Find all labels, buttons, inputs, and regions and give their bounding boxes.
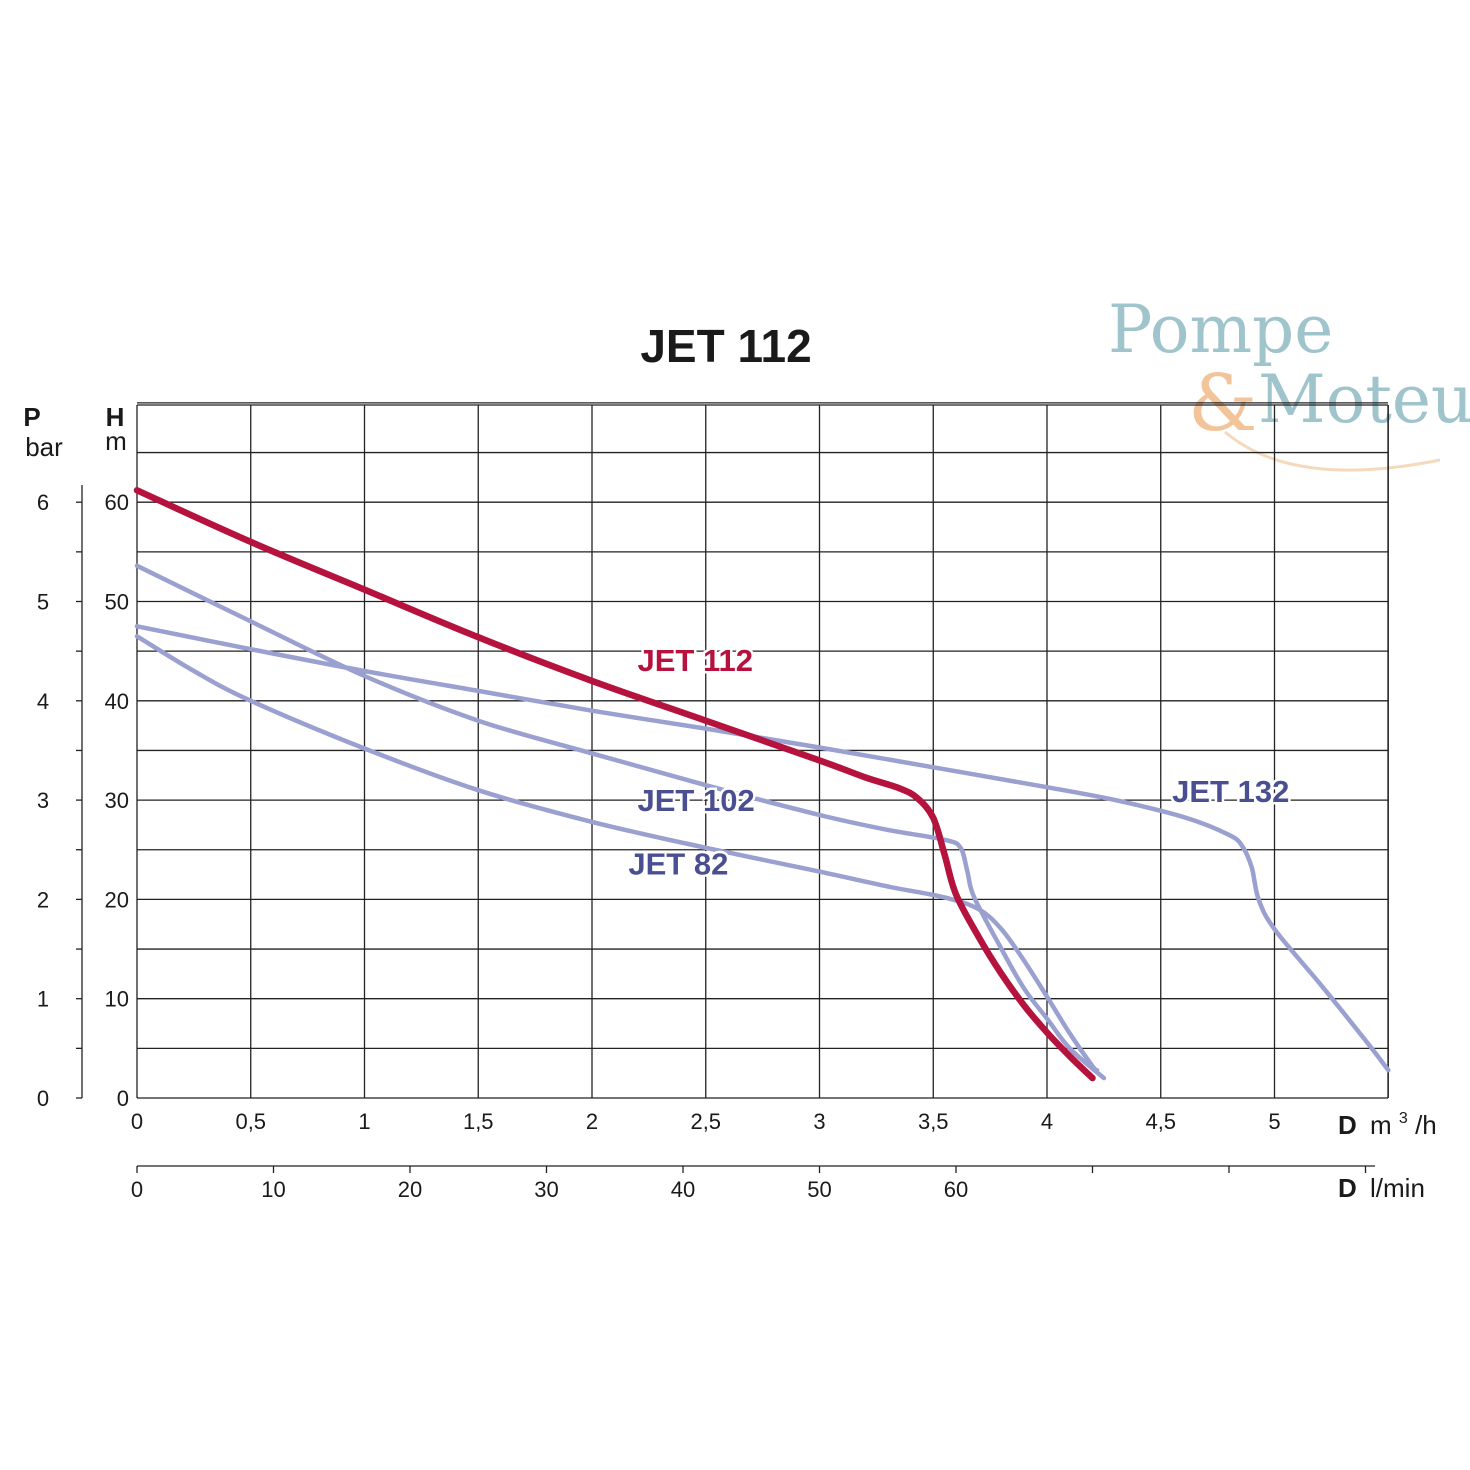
pressure-tick-label: 5 (37, 590, 49, 615)
logo-line2: Moteur (1258, 361, 1470, 438)
pressure-tick-label: 3 (37, 788, 49, 813)
flow-m3h-axis-ticks: 0 0,5 1 1,5 2 2,5 3 3,5 4 4,5 5 (131, 1109, 1281, 1134)
pressure-axis-unit: bar (25, 432, 63, 462)
series-line-jet-102 (134, 563, 1107, 1081)
flow-lmin-axis-unit: l/min (1370, 1173, 1425, 1203)
flow-lmin-axis-symbol: D (1338, 1173, 1357, 1203)
head-tick-label: 20 (105, 887, 129, 912)
flow-m3h-tick-label: 2 (586, 1109, 598, 1134)
pressure-axis-symbol: P (23, 402, 40, 432)
logo-line1: Pompe (1108, 291, 1333, 368)
pressure-tick-label: 4 (37, 689, 49, 714)
flow-m3h-tick-label: 1,5 (463, 1109, 494, 1134)
flow-m3h-axis-title: D m 3 /h (1338, 1099, 1437, 1140)
flow-m3h-tick-label: 4,5 (1145, 1109, 1176, 1134)
flow-m3h-tick-label: 3,5 (918, 1109, 949, 1134)
series-line-jet-132 (134, 624, 1391, 1073)
series-label-jet-132: JET 132 (1172, 774, 1289, 809)
head-axis-symbol: H (106, 402, 125, 432)
flow-m3h-tick-label: 4 (1041, 1109, 1053, 1134)
chart-title: JET 112 (640, 320, 811, 372)
pressure-axis-ticks: 0 1 2 3 4 5 6 (37, 490, 82, 1111)
flow-m3h-tick-label: 0 (131, 1109, 143, 1134)
head-tick-label: 40 (105, 689, 129, 714)
brand-logo: Pompe & Moteur (1108, 291, 1470, 472)
flow-m3h-axis-unit-base: m (1370, 1110, 1392, 1140)
series-label-jet-82: JET 82 (628, 847, 728, 882)
flow-m3h-tick-label: 2,5 (690, 1109, 721, 1134)
series-label-jet-102: JET 102 (638, 783, 755, 818)
head-tick-label: 50 (105, 590, 129, 615)
head-axis-ticks: 0 10 20 30 40 50 60 (105, 490, 129, 1111)
flow-lmin-tick-label: 40 (671, 1177, 695, 1202)
flow-m3h-tick-label: 0,5 (235, 1109, 266, 1134)
series-line-jet-82 (134, 634, 1100, 1073)
pressure-tick-label: 2 (37, 887, 49, 912)
head-tick-label: 30 (105, 788, 129, 813)
flow-lmin-tick-label: 60 (944, 1177, 968, 1202)
chart-grid (136, 402, 1389, 1099)
flow-m3h-axis-symbol: D (1338, 1110, 1357, 1140)
flow-m3h-tick-label: 3 (813, 1109, 825, 1134)
flow-m3h-axis-unit-sup: 3 (1399, 1110, 1408, 1127)
flow-m3h-tick-label: 1 (358, 1109, 370, 1134)
flow-lmin-tick-label: 20 (398, 1177, 422, 1202)
flow-m3h-tick-label: 5 (1268, 1109, 1280, 1134)
pressure-tick-label: 6 (37, 490, 49, 515)
head-tick-label: 60 (105, 490, 129, 515)
series-labels: JET 112 JET 102 JET 82 JET 132 (626, 641, 1292, 885)
head-axis-unit: m (105, 426, 127, 456)
series-label-jet-112: JET 112 (638, 643, 753, 678)
series-curves (133, 487, 1391, 1082)
flow-lmin-axis-title: D l/min (1338, 1173, 1425, 1203)
flow-lmin-axis-ticks: 0 10 20 30 40 50 60 (131, 1166, 1367, 1202)
series-line-jet-112 (133, 487, 1096, 1082)
flow-lmin-tick-label: 10 (261, 1177, 285, 1202)
head-tick-label: 10 (105, 987, 129, 1012)
logo-ampersand: & (1188, 359, 1257, 449)
flow-lmin-tick-label: 30 (534, 1177, 558, 1202)
flow-lmin-tick-label: 0 (131, 1177, 143, 1202)
flow-m3h-axis-unit-tail: /h (1415, 1110, 1437, 1140)
pressure-tick-label: 1 (37, 987, 49, 1012)
pressure-tick-label: 0 (37, 1086, 49, 1111)
flow-lmin-tick-label: 50 (807, 1177, 831, 1202)
logo-swoosh (1224, 430, 1441, 472)
head-tick-label: 0 (117, 1086, 129, 1111)
